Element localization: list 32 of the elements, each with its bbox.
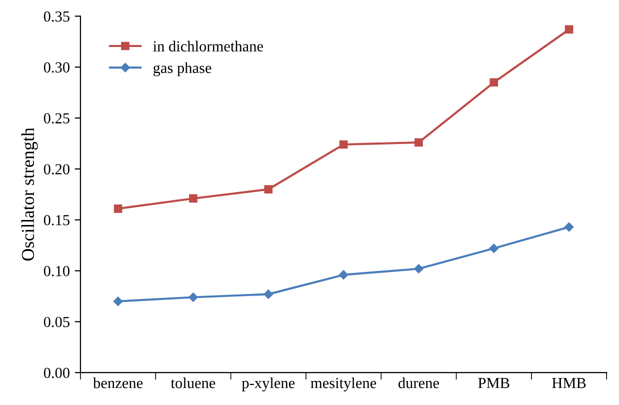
x-tick-label: durene <box>398 377 439 388</box>
point <box>189 194 198 203</box>
point <box>339 140 348 149</box>
legend-label: gas phase <box>153 62 212 76</box>
x-tick-label: benzene <box>93 377 143 388</box>
point <box>414 264 424 274</box>
point <box>113 296 123 306</box>
y-tick-label: 0.15 <box>44 215 70 226</box>
x-tick-label: toluene <box>170 377 216 388</box>
y-tick-label: 0.10 <box>44 266 70 276</box>
x-tick-label: mesitylene <box>310 377 376 392</box>
point <box>489 244 498 253</box>
y-tick-label: 0.30 <box>44 62 70 73</box>
point <box>264 185 273 194</box>
x-tick-label: p-xylene <box>242 377 295 392</box>
legend-label: in dichlormethane <box>153 40 263 52</box>
y-tick-label: 0.25 <box>44 113 70 124</box>
point <box>188 292 198 302</box>
point <box>564 25 574 34</box>
y-tick-label: 0.35 <box>44 11 70 22</box>
x-tick-label: HMB <box>552 378 586 388</box>
x-tick-label: PMB <box>478 378 510 388</box>
y-tick-label: 0.05 <box>44 316 70 328</box>
point <box>490 78 498 87</box>
point <box>114 204 122 213</box>
point <box>414 138 423 147</box>
y-tick-label: 0.20 <box>44 164 70 174</box>
point <box>564 222 574 232</box>
point <box>264 290 274 299</box>
y-axis-title: Oscillator strength <box>21 128 38 261</box>
point <box>338 270 348 280</box>
y-tick-label: 0.00 <box>44 368 70 378</box>
